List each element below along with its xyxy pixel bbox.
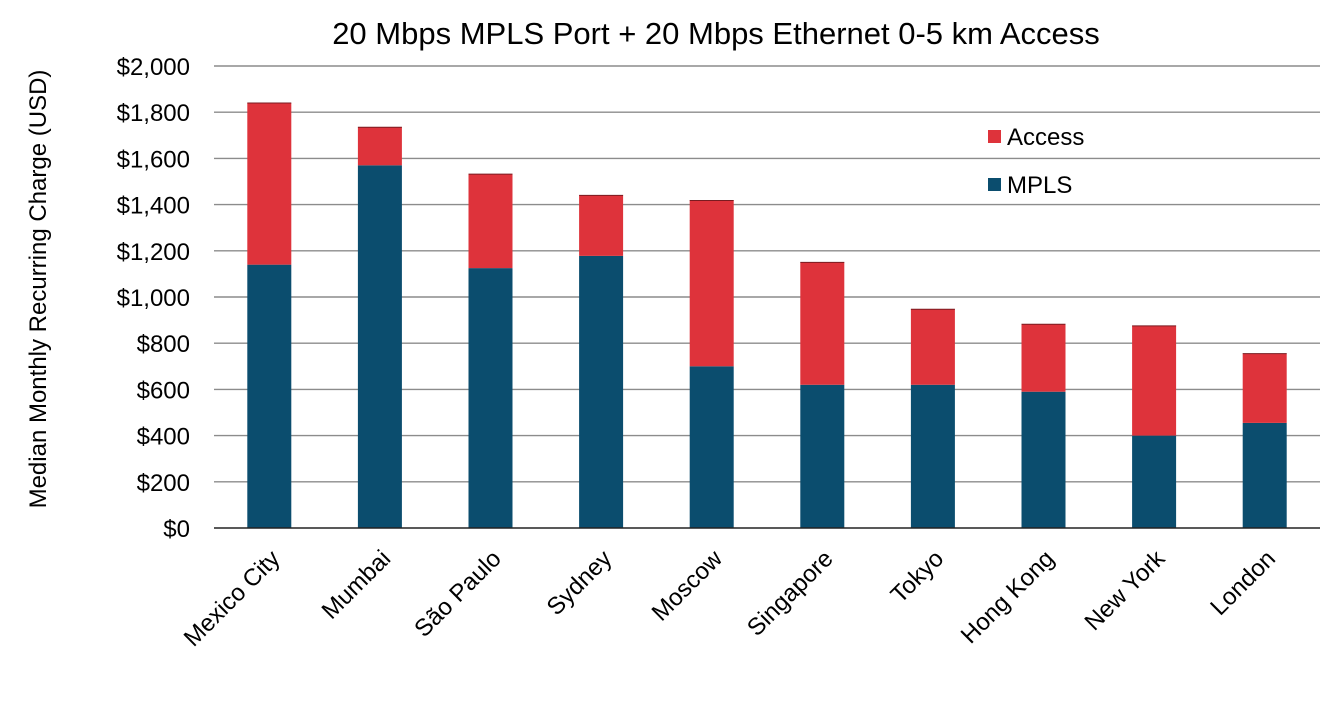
y-tick-label: $200: [137, 470, 190, 497]
bar-access-singapore: [800, 262, 845, 385]
y-tick-label: $600: [137, 377, 190, 404]
bar-mpls-moscow: [689, 366, 734, 528]
bar-access-moscow: [689, 200, 734, 367]
y-axis-label: Median Monthly Recurring Charge (USD): [25, 70, 52, 509]
bar-mpls-sydney: [579, 255, 624, 528]
y-tick-labels: $0 $200 $400 $600 $800 $1,000 $1,200 $1,400 $1,6…: [117, 54, 190, 543]
bar-access-s-o-paulo: [468, 174, 513, 269]
x-tick-label: New York: [1080, 544, 1171, 635]
y-tick-label: $0: [163, 516, 190, 543]
y-tick-label: $400: [137, 424, 190, 451]
x-tick-label: Mumbai: [317, 545, 396, 624]
legend-label-access: Access: [1007, 124, 1084, 151]
bars: [247, 102, 1287, 528]
x-tick-label: London: [1205, 545, 1281, 621]
bar-access-london: [1242, 353, 1287, 423]
y-tick-label: $1,800: [117, 100, 190, 127]
legend-swatch-mpls: [988, 178, 1001, 191]
y-tick-label: $1,000: [117, 285, 190, 312]
bar-mpls-s-o-paulo: [468, 268, 513, 528]
y-tick-label: $1,400: [117, 193, 190, 220]
bar-access-hong-kong: [1021, 324, 1066, 392]
x-tick-label: São Paulo: [409, 545, 506, 642]
x-tick-labels: Mexico City Mumbai São Paulo Sydney Moscow Si…: [179, 544, 1281, 652]
x-tick-label: Hong Kong: [956, 545, 1060, 649]
bar-mpls-singapore: [800, 384, 845, 528]
bar-mpls-hong-kong: [1021, 391, 1066, 528]
x-tick-label: Moscow: [647, 545, 729, 627]
bar-mpls-mumbai: [357, 165, 402, 528]
y-tick-label: $1,600: [117, 146, 190, 173]
legend: Access MPLS: [988, 124, 1084, 199]
x-tick-label: Singapore: [742, 545, 838, 641]
bar-access-mexico-city: [247, 102, 292, 265]
y-tick-label: $800: [137, 331, 190, 358]
bar-mpls-new-york: [1132, 435, 1177, 528]
legend-label-mpls: MPLS: [1007, 172, 1072, 199]
chart-title: 20 Mbps MPLS Port + 20 Mbps Ethernet 0-5…: [332, 16, 1100, 51]
bar-mpls-mexico-city: [247, 264, 292, 528]
bar-mpls-london: [1242, 422, 1287, 528]
x-tick-label: Mexico City: [179, 545, 286, 652]
y-tick-label: $2,000: [117, 54, 190, 81]
bar-access-sydney: [579, 195, 624, 256]
x-tick-label: Sydney: [542, 545, 618, 621]
x-tick-label: Tokyo: [886, 545, 949, 608]
bar-access-tokyo: [910, 309, 955, 385]
bar-mpls-tokyo: [910, 384, 955, 528]
bar-access-new-york: [1132, 325, 1177, 436]
bar-access-mumbai: [357, 127, 402, 166]
legend-swatch-access: [988, 130, 1001, 143]
y-tick-label: $1,200: [117, 239, 190, 266]
